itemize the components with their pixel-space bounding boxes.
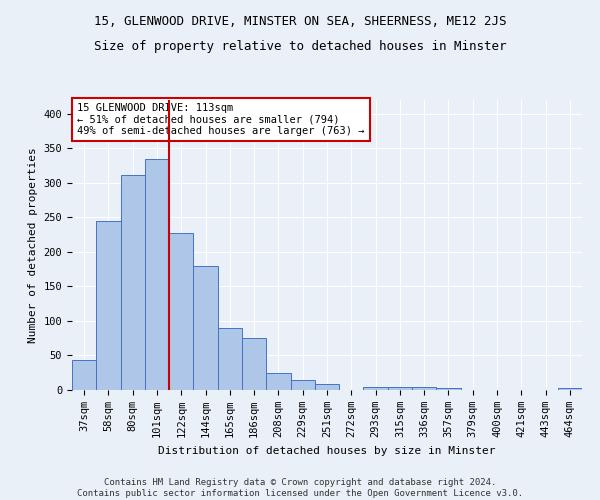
Bar — [96, 221, 121, 390]
Text: 15 GLENWOOD DRIVE: 113sqm
← 51% of detached houses are smaller (794)
49% of semi: 15 GLENWOOD DRIVE: 113sqm ← 51% of detac… — [77, 103, 365, 136]
Bar — [169, 232, 193, 390]
Bar — [412, 387, 436, 390]
Bar — [315, 384, 339, 390]
Bar — [218, 328, 242, 390]
Bar — [290, 380, 315, 390]
Bar — [558, 388, 582, 390]
Bar — [193, 266, 218, 390]
Bar — [242, 338, 266, 390]
Bar — [121, 174, 145, 390]
Bar — [145, 158, 169, 390]
Bar — [388, 386, 412, 390]
Text: 15, GLENWOOD DRIVE, MINSTER ON SEA, SHEERNESS, ME12 2JS: 15, GLENWOOD DRIVE, MINSTER ON SEA, SHEE… — [94, 15, 506, 28]
Text: Size of property relative to detached houses in Minster: Size of property relative to detached ho… — [94, 40, 506, 53]
Y-axis label: Number of detached properties: Number of detached properties — [28, 147, 38, 343]
Bar — [72, 360, 96, 390]
X-axis label: Distribution of detached houses by size in Minster: Distribution of detached houses by size … — [158, 446, 496, 456]
Bar — [266, 372, 290, 390]
Bar — [364, 387, 388, 390]
Bar — [436, 388, 461, 390]
Text: Contains HM Land Registry data © Crown copyright and database right 2024.
Contai: Contains HM Land Registry data © Crown c… — [77, 478, 523, 498]
